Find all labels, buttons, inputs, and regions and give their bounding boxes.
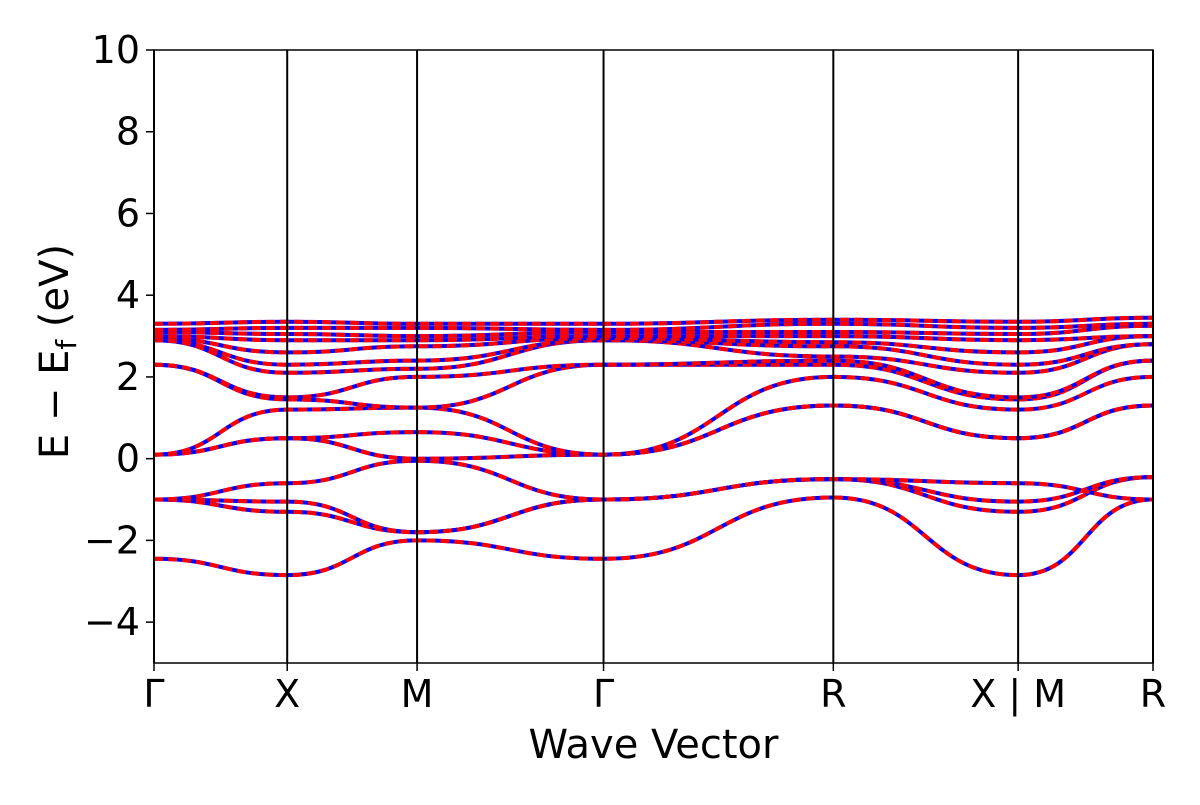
plot-frame [153,49,1154,664]
y-tick-label: 0 [116,437,140,481]
band-line-spin-down [154,315,1153,326]
x-axis-title: Wave Vector [529,722,780,768]
y-tick-label: 2 [116,355,140,399]
x-tick-label: R [1140,672,1166,716]
x-tick-label: M [401,672,434,716]
high-symmetry-lines [153,50,1154,663]
band-line-spin-down [154,495,1153,578]
band-line-spin-up [154,475,1153,535]
y-axis: −4 −2 0 2 4 6 8 10 [84,28,154,644]
band-line-spin-down [154,374,1153,457]
band-line-spin-up [154,458,1153,502]
y-tick-label: −4 [84,600,140,644]
x-tick-label: R [820,672,846,716]
x-tick-label: X | M [970,672,1066,717]
band-line-spin-up [154,475,1153,535]
band-line-spin-down [154,475,1153,535]
band-line-spin-down [154,475,1153,535]
y-axis-title-subscript: f [50,339,83,350]
band-line-spin-up [154,315,1153,326]
x-tick-label: X [274,672,300,716]
band-line-spin-down [154,358,1153,400]
band-line-spin-down [154,321,1153,332]
x-tick-label: Γ [143,672,164,716]
band-line-spin-down [154,458,1153,502]
band-line-spin-down [154,323,1153,339]
y-axis-title: E − Ef (eV) [32,244,83,459]
band-line-spin-down [154,334,1153,343]
y-tick-label: −2 [84,518,140,562]
x-tick-label: Γ [593,672,614,716]
band-line-spin-up [154,495,1153,578]
y-axis-title-unit: (eV) [32,244,78,340]
y-tick-label: 8 [116,110,140,154]
y-tick-label: 10 [92,28,140,72]
band-line-spin-up [154,374,1153,457]
y-tick-label: 4 [116,273,140,317]
band-line-spin-up [154,338,1153,375]
x-axis: Γ X M Γ R X | M R [143,663,1166,717]
y-tick-label: 6 [116,191,140,235]
band-line-spin-down [154,338,1153,375]
bands-layer [154,315,1153,578]
y-axis-title-main: E − E [32,350,78,460]
